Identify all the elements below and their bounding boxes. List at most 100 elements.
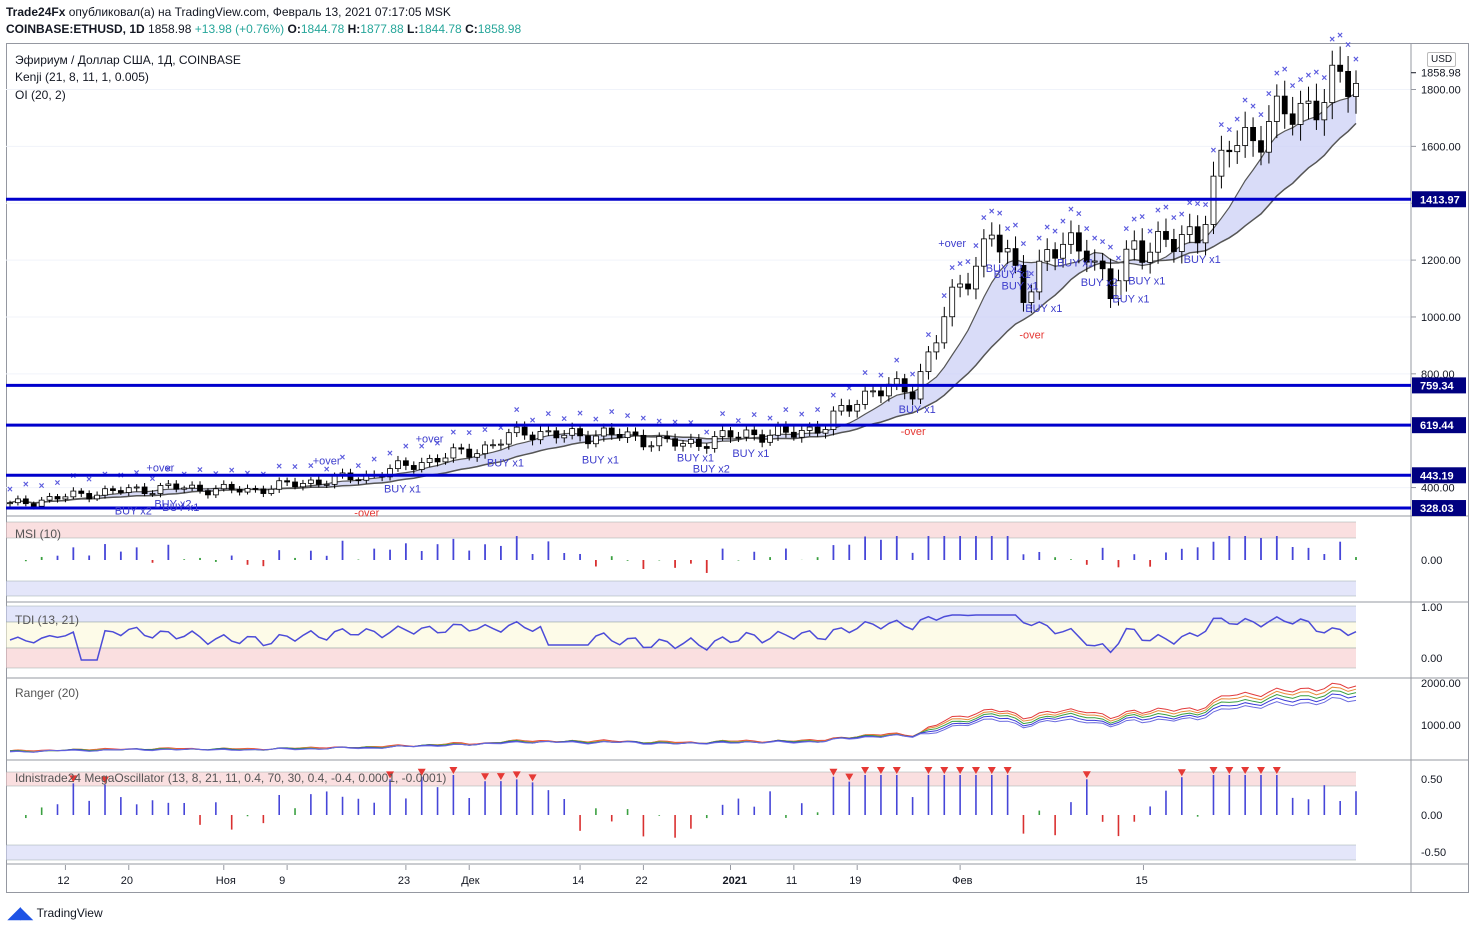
candle-body — [672, 438, 678, 447]
cross-marker: × — [1115, 254, 1121, 265]
cross-marker: × — [1163, 203, 1169, 214]
sell-triangle-icon — [924, 767, 933, 774]
candle-body — [608, 427, 615, 435]
cross-marker: × — [498, 423, 504, 434]
ranger-tick-label: 1000.00 — [1421, 720, 1461, 732]
candle-body — [78, 490, 85, 494]
candle-body — [798, 430, 805, 438]
footer: ◢◣ TradingView — [8, 903, 103, 923]
candle-body — [632, 431, 639, 436]
tdi-line — [9, 614, 1357, 661]
candle-body — [497, 443, 504, 446]
level-price-label: 328.03 — [1420, 503, 1454, 515]
cross-marker: × — [720, 409, 726, 420]
cross-marker: × — [949, 263, 955, 274]
signal-label: BUY x1 — [1057, 257, 1094, 269]
candle-body — [1178, 234, 1185, 252]
candle-body — [941, 316, 948, 344]
cross-marker: × — [1147, 227, 1153, 238]
cross-marker: × — [387, 448, 393, 459]
candle-body — [775, 425, 781, 436]
cross-marker: × — [925, 330, 931, 341]
sell-triangle-icon — [1082, 771, 1091, 779]
candle-body — [711, 436, 718, 449]
candle-body — [1107, 268, 1114, 300]
ranger-line — [9, 682, 1357, 752]
candle-body — [806, 426, 813, 431]
candle-body — [593, 435, 599, 445]
signal-label: BUY x1 — [384, 484, 421, 496]
pane-tdi-label: TDI (13, 21) — [15, 613, 80, 627]
cross-marker: × — [1290, 81, 1296, 92]
signal-label: BUY x2 — [693, 463, 730, 475]
cross-marker: × — [989, 206, 995, 217]
sell-triangle-icon — [1003, 767, 1012, 774]
cross-marker: × — [1028, 269, 1034, 280]
currency-badge[interactable]: USD — [1427, 52, 1457, 67]
cross-marker: × — [7, 485, 13, 496]
candle-body — [624, 431, 631, 438]
candle-body — [1218, 149, 1225, 177]
signal-label: BUY x1 — [1184, 254, 1221, 266]
candle-body — [117, 490, 124, 493]
candle-body — [751, 429, 758, 436]
candle-body — [149, 493, 156, 495]
x-tick-label: Дек — [461, 875, 480, 887]
candle-body — [529, 434, 536, 441]
cross-marker: × — [997, 208, 1003, 219]
candle-body — [553, 430, 560, 439]
signal-label: +over — [416, 434, 444, 446]
candle-body — [1115, 280, 1122, 300]
level-price-label: 759.34 — [1420, 380, 1455, 392]
chart-title: Эфириум / Доллар США, 1Д, COINBASE — [15, 53, 241, 67]
candle-body — [996, 234, 1003, 253]
pane-ranger-label: Ranger (20) — [15, 686, 80, 700]
candle-body — [1123, 248, 1130, 282]
sell-triangle-icon — [101, 776, 110, 784]
mega-tick-label: 0.00 — [1421, 810, 1442, 822]
candle-body — [86, 493, 93, 500]
signal-label: BUY x2 — [154, 498, 191, 510]
candle-body — [260, 488, 267, 494]
candle-body — [1075, 232, 1082, 252]
cross-marker: × — [55, 478, 61, 489]
cross-marker: × — [1092, 233, 1098, 244]
candle-body — [1329, 64, 1336, 103]
candle-body — [949, 286, 956, 318]
candle-body — [1083, 250, 1090, 263]
candle-body — [973, 265, 979, 290]
x-tick-label: 15 — [1135, 875, 1147, 887]
chart-frame[interactable] — [6, 43, 1469, 893]
candle-body — [1186, 226, 1193, 235]
sell-triangle-icon — [1177, 769, 1186, 777]
candle-body — [743, 429, 750, 438]
sell-triangle-icon — [528, 774, 537, 782]
cross-marker: × — [973, 241, 979, 252]
candle-body — [1052, 249, 1059, 259]
cross-marker: × — [846, 383, 852, 394]
cross-marker: × — [1100, 237, 1106, 248]
cross-marker: × — [1210, 146, 1216, 157]
candle-body — [561, 434, 568, 439]
pane-zone — [6, 522, 1356, 538]
pane-zone — [6, 622, 1356, 648]
cross-marker: × — [1218, 120, 1224, 131]
cross-marker: × — [1108, 243, 1114, 254]
candle-body — [490, 444, 496, 447]
candle-body — [323, 483, 330, 486]
y-tick-label: 1800.00 — [1421, 84, 1461, 96]
sell-triangle-icon — [861, 767, 870, 774]
candle-body — [410, 465, 417, 470]
x-tick-label: 20 — [121, 875, 133, 887]
cross-marker: × — [981, 213, 987, 224]
signal-label: -over — [901, 426, 926, 438]
candle-body — [1297, 102, 1304, 125]
candle-body — [228, 483, 235, 490]
candle-body — [307, 479, 314, 484]
candle-body — [300, 482, 306, 488]
cross-marker: × — [1084, 224, 1090, 235]
candle-body — [141, 486, 148, 495]
symbol: COINBASE:ETHUSD, 1D — [6, 22, 145, 36]
cross-marker: × — [1187, 198, 1193, 209]
